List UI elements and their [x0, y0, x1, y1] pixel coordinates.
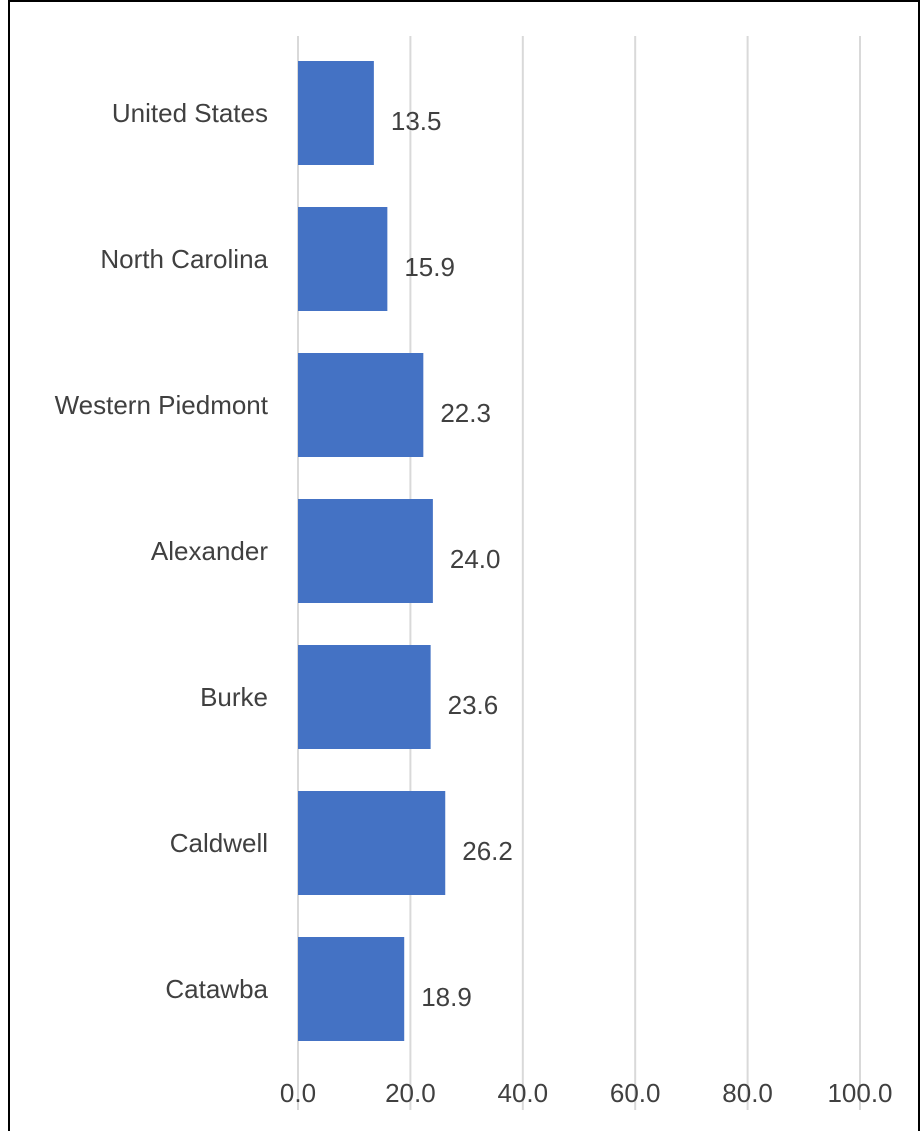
data-label: 13.5: [391, 106, 442, 136]
data-label: 26.2: [462, 836, 513, 866]
category-label: United States: [112, 98, 268, 128]
chart-frame: [8, 0, 920, 1131]
bar: [298, 499, 433, 603]
x-tick-label: 100.0: [827, 1078, 892, 1108]
category-labels: United States North Carolina Western Piedm…: [55, 98, 269, 1004]
data-label: 18.9: [421, 982, 472, 1012]
bar: [298, 645, 431, 749]
bar: [298, 791, 446, 895]
category-label: Alexander: [151, 536, 268, 566]
category-label: Catawba: [165, 974, 268, 1004]
category-label: Burke: [200, 682, 268, 712]
data-label: 15.9: [404, 252, 455, 282]
x-tick-labels: 0.0 20.0 40.0 60.0 80.0 100.0: [280, 1078, 893, 1108]
bar: [298, 207, 388, 311]
category-label: North Carolina: [100, 244, 268, 274]
bar: [298, 937, 405, 1041]
bar: [298, 353, 424, 457]
bars: [298, 61, 446, 1041]
x-tick-label: 20.0: [385, 1078, 436, 1108]
bar: [298, 61, 374, 165]
category-label: Western Piedmont: [55, 390, 269, 420]
x-tick-label: 60.0: [610, 1078, 661, 1108]
data-label: 22.3: [440, 398, 491, 428]
data-labels: 13.5 15.9 22.3 24.0 23.6 26.2 18.9: [391, 106, 513, 1012]
category-label: Caldwell: [170, 828, 268, 858]
x-tick-label: 40.0: [497, 1078, 548, 1108]
data-label: 24.0: [450, 544, 501, 574]
x-tick-label: 0.0: [280, 1078, 316, 1108]
data-label: 23.6: [448, 690, 499, 720]
x-tick-label: 80.0: [722, 1078, 773, 1108]
